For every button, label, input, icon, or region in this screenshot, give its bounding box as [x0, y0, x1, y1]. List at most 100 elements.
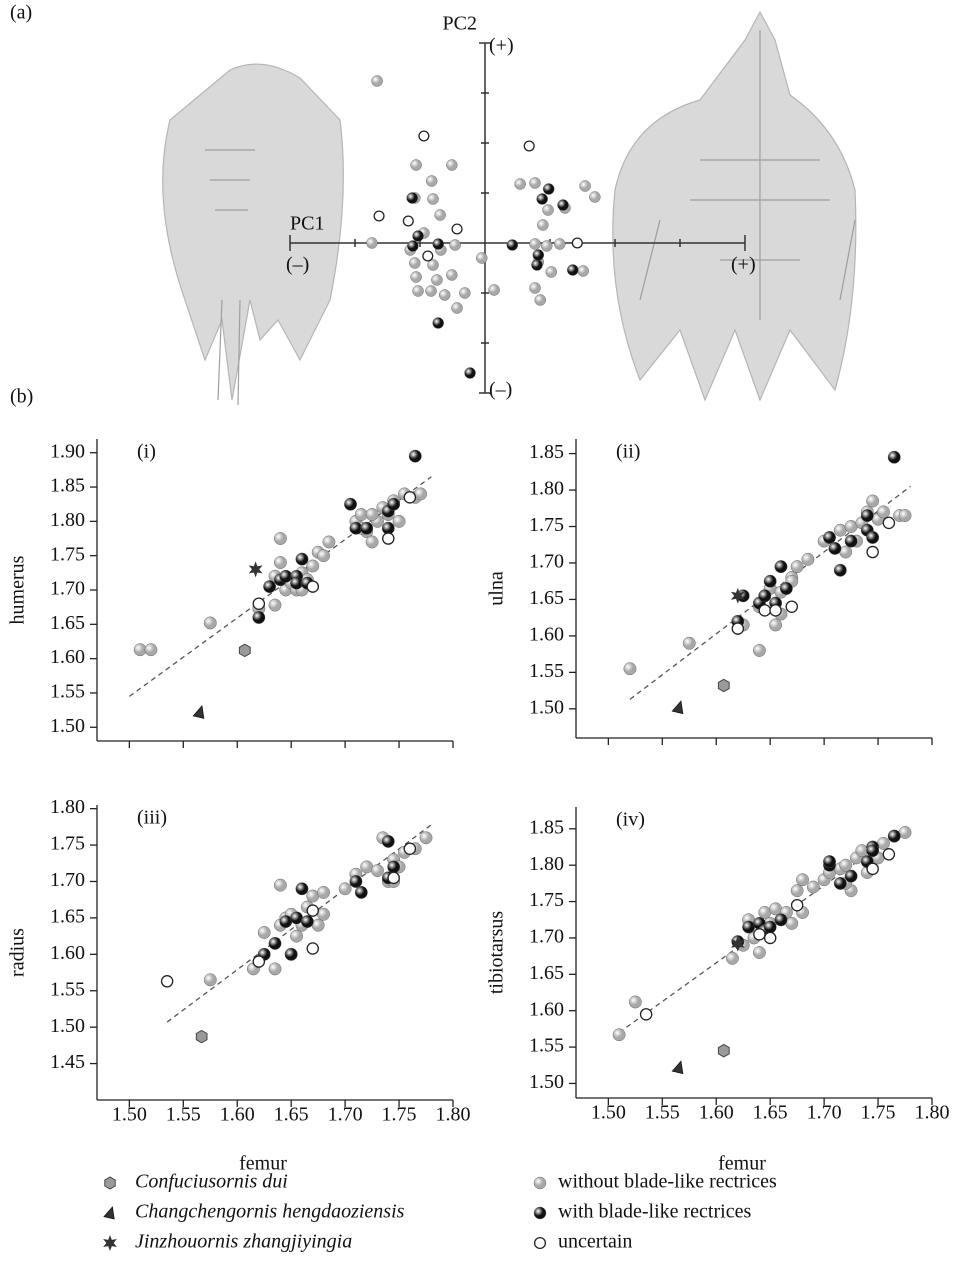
axis-end-label: (–)	[286, 254, 309, 276]
data-point	[354, 508, 368, 521]
data-point	[371, 864, 384, 877]
data-point	[785, 600, 799, 613]
data-point	[726, 951, 739, 965]
data-point	[371, 75, 383, 87]
data-point	[295, 882, 309, 896]
data-point	[300, 915, 314, 928]
legend-marker	[104, 1176, 116, 1190]
data-point	[412, 230, 424, 242]
y-tick-label: 1.60	[529, 623, 564, 645]
y-axis-label: radius	[7, 928, 29, 977]
data-point	[366, 237, 378, 249]
y-tick-label: 1.60	[529, 998, 564, 1020]
data-point	[144, 643, 158, 657]
data-point	[402, 215, 414, 227]
data-point	[579, 180, 591, 192]
data-point	[877, 836, 890, 850]
panel-label: (iii)	[137, 807, 167, 829]
legend-label: without blade-like rectrices	[558, 1171, 777, 1193]
data-point	[268, 936, 282, 950]
data-point	[412, 285, 424, 297]
data-point	[195, 1029, 208, 1044]
x-tick-label: 1.65	[274, 1104, 309, 1126]
data-point	[639, 1008, 653, 1021]
data-point	[730, 587, 745, 604]
x-tick-label: 1.60	[220, 1104, 255, 1126]
y-tick-label: 1.65	[529, 587, 564, 609]
data-point	[742, 920, 756, 934]
y-tick-label: 1.75	[529, 514, 564, 536]
panel-label: (a)	[10, 2, 32, 24]
data-point	[898, 826, 912, 839]
data-point	[628, 995, 642, 1009]
data-point	[866, 844, 880, 858]
data-point	[306, 904, 320, 917]
data-point	[833, 523, 847, 537]
data-point	[769, 902, 782, 916]
y-tick-label: 1.80	[50, 509, 85, 531]
data-point	[381, 835, 395, 848]
data-point	[774, 560, 788, 574]
data-point	[554, 238, 566, 250]
data-point	[785, 917, 799, 930]
data-point	[790, 560, 804, 574]
panel-label: (iv)	[616, 809, 645, 831]
data-point	[567, 264, 579, 276]
data-point	[432, 317, 444, 329]
data-point	[133, 643, 147, 657]
data-point	[534, 294, 546, 306]
data-point	[833, 563, 847, 577]
axis-end-label: (+)	[489, 35, 514, 57]
x-tick-label: 1.55	[166, 1104, 201, 1126]
data-point	[844, 520, 858, 533]
data-point	[541, 240, 553, 252]
y-tick-label: 1.60	[50, 942, 85, 964]
data-point	[531, 259, 543, 271]
data-point	[426, 175, 438, 187]
panel-label: (ii)	[616, 441, 640, 463]
data-point	[529, 177, 541, 189]
data-point	[717, 1043, 730, 1058]
data-point	[434, 209, 446, 221]
axis-label: PC2	[443, 13, 477, 35]
data-point	[459, 287, 471, 299]
data-point	[682, 636, 696, 650]
axis-end-label: (+)	[731, 254, 756, 276]
y-tick-label: 1.70	[529, 926, 564, 948]
data-point	[671, 700, 684, 715]
data-point	[774, 913, 788, 927]
y-tick-label: 1.70	[529, 551, 564, 573]
data-point	[557, 199, 569, 211]
data-point	[279, 915, 293, 928]
y-tick-label: 1.75	[50, 543, 85, 565]
data-point	[446, 269, 458, 281]
data-point	[418, 130, 430, 142]
data-point	[338, 882, 352, 896]
legend-marker	[533, 1176, 547, 1190]
data-point	[488, 284, 500, 296]
y-tick-label: 1.85	[529, 441, 564, 463]
data-point	[248, 561, 263, 578]
legend-label: with blade-like rectrices	[558, 1201, 751, 1223]
data-point	[866, 545, 879, 559]
data-point	[360, 860, 374, 874]
data-point	[823, 855, 836, 868]
data-point	[273, 532, 287, 545]
data-point	[290, 911, 303, 925]
data-point	[387, 497, 401, 511]
y-tick-label: 1.80	[529, 853, 564, 875]
axis-label: PC1	[290, 213, 324, 235]
y-tick-label: 1.50	[50, 1015, 85, 1037]
x-tick-label: 1.75	[382, 1104, 417, 1126]
data-point	[877, 505, 890, 519]
data-point	[238, 643, 251, 658]
data-point	[431, 274, 443, 286]
data-point	[866, 862, 879, 876]
data-point	[589, 191, 601, 203]
data-point	[160, 975, 174, 988]
data-point	[306, 889, 320, 903]
data-point	[360, 521, 374, 535]
legend-label: Changchengornis hengdaoziensis	[135, 1201, 405, 1223]
data-point	[410, 159, 422, 171]
x-tick-label: 1.50	[112, 1104, 147, 1126]
